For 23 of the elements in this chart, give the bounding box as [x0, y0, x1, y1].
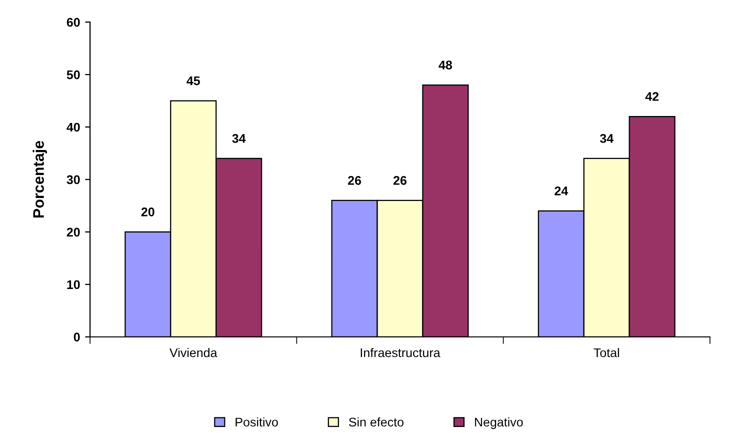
legend-label: Sin efecto [348, 417, 404, 427]
y-tick-label: 30 [66, 175, 80, 184]
y-tick-label: 60 [66, 18, 80, 27]
data-label: 48 [438, 60, 452, 70]
y-tick-label: 10 [67, 280, 80, 290]
data-label: 24 [554, 186, 568, 196]
y-tick-label: 20 [66, 228, 80, 237]
data-label: 26 [348, 176, 362, 185]
legend-label: Positivo [236, 417, 278, 427]
data-label: 26 [393, 176, 406, 185]
x-tick-label: Total [594, 348, 619, 358]
legend-label: Negativo [475, 417, 523, 430]
data-label: 34 [232, 134, 246, 143]
y-tick-label: 0 [74, 332, 80, 342]
y-tick-label: 50 [66, 70, 80, 80]
data-label: 34 [600, 134, 614, 143]
y-axis-title: Porcentaje [32, 140, 47, 218]
y-tick-label: 40 [66, 122, 80, 132]
x-tick-label: Vivienda [170, 348, 218, 358]
x-tick-label: Infraestructura [360, 348, 440, 358]
data-label: 45 [186, 76, 200, 86]
data-label: 20 [141, 208, 154, 216]
data-label: 42 [645, 92, 659, 101]
